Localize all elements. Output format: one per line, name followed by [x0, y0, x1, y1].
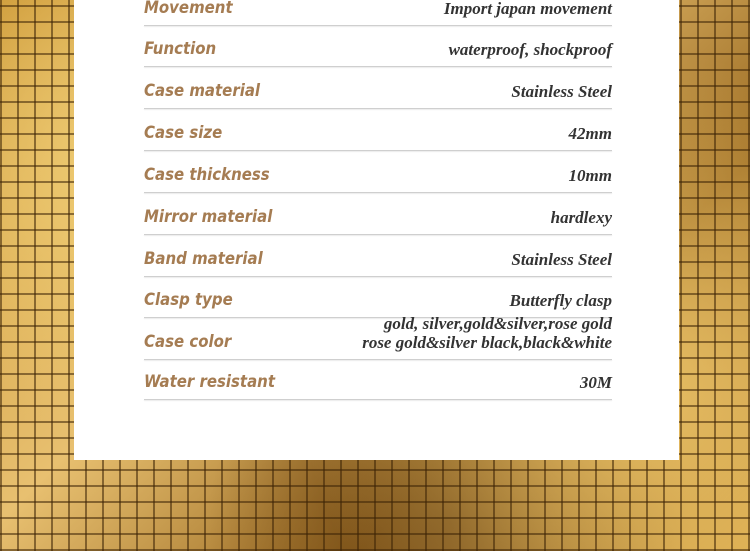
spec-value: waterproof, shockproof [448, 40, 612, 59]
divider [144, 25, 612, 26]
spec-panel [74, 0, 679, 460]
spec-label: Function [144, 39, 217, 59]
spec-row: Clasp type Butterfly clasp [144, 276, 612, 318]
spec-row: Function waterproof, shockproof [144, 25, 612, 67]
spec-label: Movement [144, 0, 233, 18]
divider [144, 234, 612, 235]
spec-label: Case thickness [144, 165, 270, 185]
divider [144, 399, 612, 400]
divider [144, 150, 612, 151]
spec-row: Band material Stainless Steel [144, 235, 612, 277]
spec-value: Butterfly clasp [509, 291, 612, 310]
spec-row: Movement Import japan movement [144, 0, 612, 26]
divider [144, 192, 612, 193]
spec-label: Case color [144, 332, 232, 352]
spec-label: Case material [144, 81, 261, 101]
divider [144, 359, 612, 360]
spec-label: Mirror material [144, 207, 273, 227]
divider [144, 317, 612, 318]
spec-value: Stainless Steel [511, 82, 612, 101]
spec-row: Water resistant 30M [144, 358, 612, 400]
spec-row: Case material Stainless Steel [144, 67, 612, 109]
spec-value: Import japan movement [443, 0, 612, 18]
spec-value: hardlexy [550, 208, 612, 227]
spec-label: Water resistant [144, 372, 275, 392]
spec-value: 10mm [568, 166, 612, 185]
spec-label: Case size [144, 123, 223, 143]
spec-row: Case size 42mm [144, 109, 612, 151]
spec-value: gold, silver,gold&silver,rose gold rose g… [362, 314, 612, 352]
spec-value: Stainless Steel [511, 250, 612, 269]
spec-row: Case color gold, silver,gold&silver,rose … [144, 314, 612, 360]
spec-label: Band material [144, 249, 263, 269]
divider [144, 66, 612, 67]
spec-value: 42mm [568, 124, 612, 143]
spec-row: Mirror material hardlexy [144, 193, 612, 235]
divider [144, 108, 612, 109]
divider [144, 276, 612, 277]
spec-value: 30M [579, 373, 612, 392]
spec-row: Case thickness 10mm [144, 151, 612, 193]
spec-label: Clasp type [144, 290, 233, 310]
